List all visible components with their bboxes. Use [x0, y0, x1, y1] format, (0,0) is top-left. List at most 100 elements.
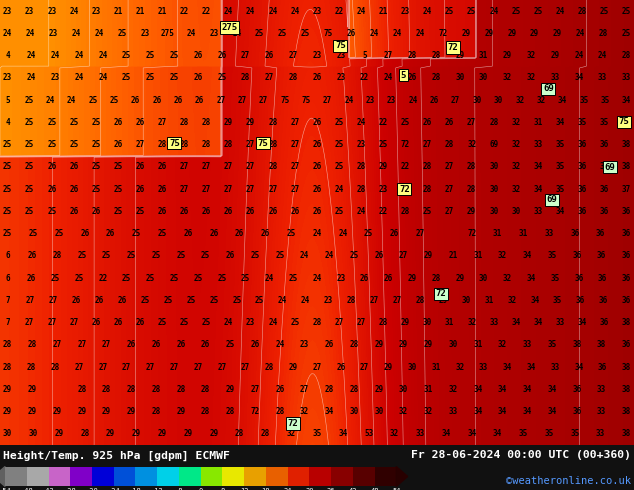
Text: 28: 28: [325, 385, 334, 394]
Text: 21: 21: [136, 7, 145, 16]
Text: 23: 23: [378, 185, 388, 194]
Text: 36: 36: [573, 407, 581, 416]
Polygon shape: [396, 466, 408, 487]
Text: 24: 24: [98, 51, 107, 60]
Text: 72: 72: [436, 289, 446, 298]
Text: 35: 35: [555, 185, 565, 194]
Text: 29: 29: [3, 385, 12, 394]
Text: 35: 35: [313, 429, 321, 438]
Text: 26: 26: [136, 118, 145, 127]
Text: 26: 26: [113, 318, 123, 327]
Text: 25: 25: [232, 296, 242, 305]
Text: 29: 29: [224, 118, 233, 127]
Text: 32: 32: [448, 385, 458, 394]
Text: 28: 28: [53, 251, 61, 260]
Text: 27: 27: [356, 318, 366, 327]
Text: 29: 29: [550, 51, 560, 60]
Text: 36: 36: [597, 251, 606, 260]
Text: 25: 25: [180, 318, 189, 327]
Text: 24: 24: [265, 273, 274, 283]
Text: 24: 24: [392, 29, 402, 38]
Text: 25: 25: [3, 185, 12, 194]
Text: 23: 23: [336, 51, 346, 60]
Text: 24: 24: [232, 29, 242, 38]
Text: 26: 26: [445, 118, 454, 127]
Text: 26: 26: [183, 229, 193, 238]
Text: 30: 30: [349, 407, 359, 416]
Text: 27: 27: [335, 318, 344, 327]
Text: 24: 24: [313, 229, 321, 238]
Text: 26: 26: [91, 207, 101, 216]
Bar: [5, 466, 27, 487]
Text: 27: 27: [451, 96, 460, 104]
Text: 23: 23: [336, 74, 346, 82]
Text: 24: 24: [384, 74, 393, 82]
Text: 34: 34: [527, 273, 536, 283]
Text: 28: 28: [180, 140, 189, 149]
Text: 26: 26: [47, 162, 56, 171]
Text: 35: 35: [550, 273, 560, 283]
Text: 25: 25: [117, 29, 127, 38]
Text: 26: 26: [325, 341, 334, 349]
Text: 28: 28: [378, 318, 388, 327]
Text: 26: 26: [91, 318, 101, 327]
Text: 38: 38: [573, 341, 581, 349]
Text: 25: 25: [25, 118, 34, 127]
Text: 26: 26: [81, 229, 89, 238]
Text: 35: 35: [545, 429, 553, 438]
Text: 25: 25: [25, 140, 34, 149]
Text: 23: 23: [25, 7, 34, 16]
Text: 29: 29: [408, 273, 417, 283]
Text: 23: 23: [324, 296, 333, 305]
Text: 26: 26: [152, 96, 162, 104]
Text: 8: 8: [220, 488, 224, 490]
Text: 25: 25: [51, 273, 60, 283]
Text: 72: 72: [250, 407, 260, 416]
Text: 24: 24: [283, 488, 292, 490]
Text: 6: 6: [5, 251, 10, 260]
Text: 27: 27: [180, 162, 189, 171]
Text: 26: 26: [250, 341, 260, 349]
Text: 30: 30: [305, 488, 314, 490]
Text: 36: 36: [622, 229, 631, 238]
Text: 36: 36: [622, 296, 631, 305]
Text: 31: 31: [479, 51, 488, 60]
Text: 36: 36: [598, 363, 607, 371]
Text: 26: 26: [217, 51, 226, 60]
Text: 28: 28: [202, 140, 211, 149]
Text: 29: 29: [424, 251, 433, 260]
Text: 25: 25: [91, 140, 101, 149]
Text: 75: 75: [619, 118, 629, 126]
Text: 28: 28: [3, 363, 12, 371]
Text: 27: 27: [98, 363, 107, 371]
Text: 36: 36: [622, 273, 631, 283]
Text: 23: 23: [336, 273, 346, 283]
Text: 28: 28: [152, 385, 161, 394]
Text: 25: 25: [69, 118, 79, 127]
Text: ©weatheronline.co.uk: ©weatheronline.co.uk: [507, 476, 631, 487]
Text: 25: 25: [122, 273, 131, 283]
Text: 24: 24: [72, 29, 81, 38]
Text: 28: 28: [224, 140, 233, 149]
Text: 27: 27: [467, 118, 476, 127]
Text: 72: 72: [448, 43, 458, 52]
Text: 25: 25: [74, 273, 84, 283]
Text: 75: 75: [302, 96, 311, 104]
Text: 30: 30: [29, 429, 38, 438]
Text: 27: 27: [169, 363, 179, 371]
Text: 36: 36: [596, 229, 605, 238]
Text: 28: 28: [445, 140, 454, 149]
Text: 36: 36: [578, 185, 587, 194]
Text: 35: 35: [570, 429, 579, 438]
Text: 24: 24: [356, 7, 366, 16]
Text: 22: 22: [378, 118, 388, 127]
Text: 22: 22: [335, 7, 344, 16]
Text: 26: 26: [176, 341, 186, 349]
Text: 24: 24: [313, 273, 321, 283]
Text: 32: 32: [467, 318, 476, 327]
Text: 35: 35: [555, 162, 565, 171]
Text: 27: 27: [216, 96, 226, 104]
Text: 27: 27: [122, 363, 131, 371]
Text: 25: 25: [164, 296, 172, 305]
Text: 25: 25: [3, 207, 12, 216]
